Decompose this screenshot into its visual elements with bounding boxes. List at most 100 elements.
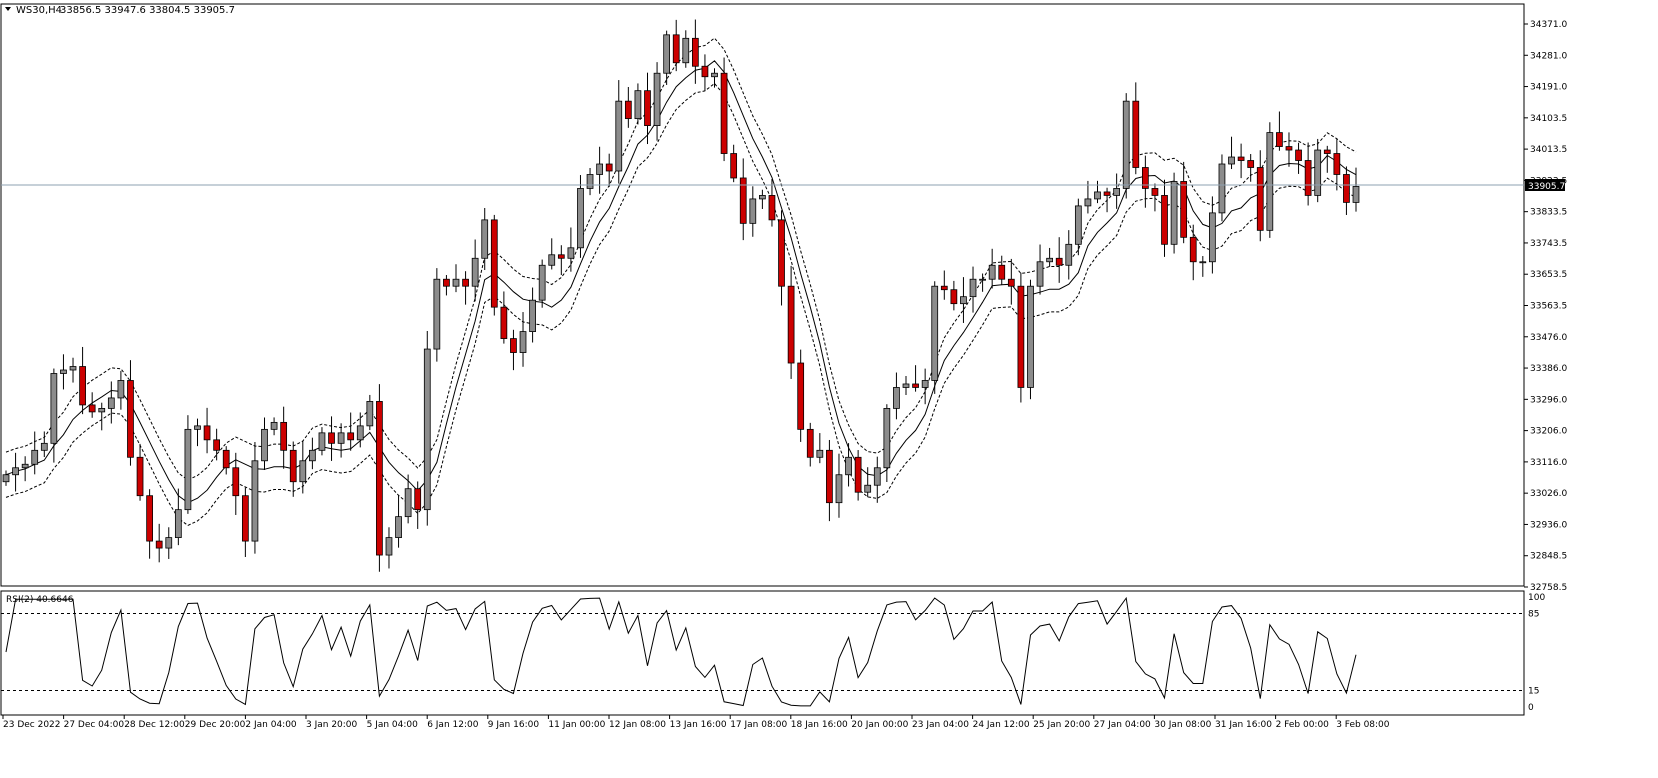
candle-body xyxy=(2,474,10,483)
price-tick-label: 33026.0 xyxy=(1530,489,1567,499)
candle-body xyxy=(998,264,1006,280)
candle-body xyxy=(318,432,326,451)
candle-body xyxy=(816,449,824,458)
candle-body xyxy=(347,432,355,441)
candle-body xyxy=(768,195,776,221)
candle-body xyxy=(778,219,785,287)
candle-body xyxy=(826,449,833,504)
candle-body xyxy=(672,34,680,64)
candle-body xyxy=(1074,205,1082,245)
candle-body xyxy=(88,404,96,413)
time-tick-label: 23 Dec 2022 xyxy=(3,720,61,730)
rsi-panel-frame xyxy=(0,590,1525,716)
candle-body xyxy=(1295,149,1302,161)
candle-body xyxy=(60,369,67,374)
time-axis[interactable]: 23 Dec 2022 27 Dec 04:00 28 Dec 12:00 29 De… xyxy=(2,715,1390,730)
price-tick-label: 32848.5 xyxy=(1530,552,1567,562)
time-tick-label: 25 Jan 20:00 xyxy=(1033,720,1090,730)
time-tick-label: 27 Jan 04:00 xyxy=(1094,720,1151,730)
time-tick-label: 17 Jan 08:00 xyxy=(730,720,787,730)
time-tick-label: 27 Dec 04:00 xyxy=(64,720,125,730)
price-tick-label: 34371.0 xyxy=(1530,20,1567,30)
candle-body xyxy=(270,421,278,430)
candle-body xyxy=(1065,243,1073,266)
candle-body xyxy=(720,72,728,154)
rsi-layer xyxy=(1,596,1524,707)
candle-body xyxy=(1228,156,1235,165)
time-tick-label: 28 Dec 12:00 xyxy=(124,720,185,730)
candle-body xyxy=(1122,100,1130,189)
time-tick-label: 2 Feb 00:00 xyxy=(1276,720,1330,730)
candle-body xyxy=(577,188,584,249)
candle-body xyxy=(12,467,19,476)
envelope-middle-line xyxy=(5,60,1357,504)
candle-body xyxy=(481,219,489,259)
candle-body xyxy=(1170,181,1178,245)
price-tick-label: 34191.0 xyxy=(1530,83,1567,93)
candle-body xyxy=(337,432,345,444)
candle-body xyxy=(586,174,594,189)
candle-body xyxy=(787,285,795,364)
candle-body xyxy=(634,90,642,120)
rsi-line xyxy=(5,596,1357,707)
candle-body xyxy=(261,428,268,462)
candle-body xyxy=(1084,198,1092,207)
candle-body xyxy=(232,467,240,497)
candle-body xyxy=(988,264,996,280)
candle-body xyxy=(1343,174,1350,203)
candle-body xyxy=(883,408,891,469)
rsi-axis: 100 85 15 0 xyxy=(1528,593,1545,713)
candle-body xyxy=(414,488,422,511)
candle-body xyxy=(1237,156,1245,161)
time-tick-label: 24 Jan 12:00 xyxy=(973,720,1030,730)
candle-body xyxy=(136,456,144,497)
collapse-triangle-icon[interactable] xyxy=(5,7,11,11)
candle-body xyxy=(280,421,288,451)
candle-body xyxy=(529,299,536,332)
price-tick-label: 33206.0 xyxy=(1530,427,1567,437)
price-axis[interactable]: 34371.034281.034191.034103.534013.533923… xyxy=(1524,20,1567,593)
candle-body xyxy=(615,100,623,172)
candle-body xyxy=(969,278,977,298)
candle-body xyxy=(107,397,115,409)
current-price-label: 33905.7 xyxy=(1528,182,1565,192)
rsi-tick-label: 15 xyxy=(1528,687,1539,697)
candle-body xyxy=(1247,160,1255,168)
time-tick-label: 6 Jan 12:00 xyxy=(427,720,479,730)
candle-body xyxy=(1352,186,1360,203)
time-tick-label: 11 Jan 00:00 xyxy=(548,720,605,730)
rsi-tick-label: 0 xyxy=(1528,703,1534,713)
rsi-tick-label: 100 xyxy=(1528,593,1545,603)
envelope-bands xyxy=(5,37,1357,526)
candle-body xyxy=(644,90,651,127)
current-price-tag xyxy=(1525,179,1565,191)
candle-body xyxy=(510,338,517,353)
candle-body xyxy=(845,456,852,476)
candle-body xyxy=(1103,191,1111,196)
candle-body xyxy=(1276,132,1283,147)
candle-body xyxy=(797,362,805,430)
candle-body xyxy=(127,380,134,458)
candle-body xyxy=(854,456,862,493)
time-tick-label: 9 Jan 16:00 xyxy=(488,720,540,730)
candle-body xyxy=(730,153,738,179)
price-tick-label: 33743.5 xyxy=(1530,239,1567,249)
price-tick-label: 33563.5 xyxy=(1530,302,1567,312)
candle-body xyxy=(79,366,86,406)
candle-body xyxy=(806,428,814,458)
candle-body xyxy=(519,331,527,353)
candle-body xyxy=(1007,278,1015,287)
candle-body xyxy=(1180,181,1188,238)
time-tick-label: 18 Jan 16:00 xyxy=(791,720,848,730)
candle-body xyxy=(98,408,106,413)
time-tick-label: 13 Jan 16:00 xyxy=(670,720,727,730)
candle-body xyxy=(462,278,469,287)
candle-body xyxy=(1323,149,1331,154)
candle-body xyxy=(682,37,690,64)
candle-body xyxy=(912,383,919,388)
candle-body xyxy=(1036,261,1044,287)
candle-body xyxy=(1285,146,1293,151)
candle-body xyxy=(309,449,316,462)
